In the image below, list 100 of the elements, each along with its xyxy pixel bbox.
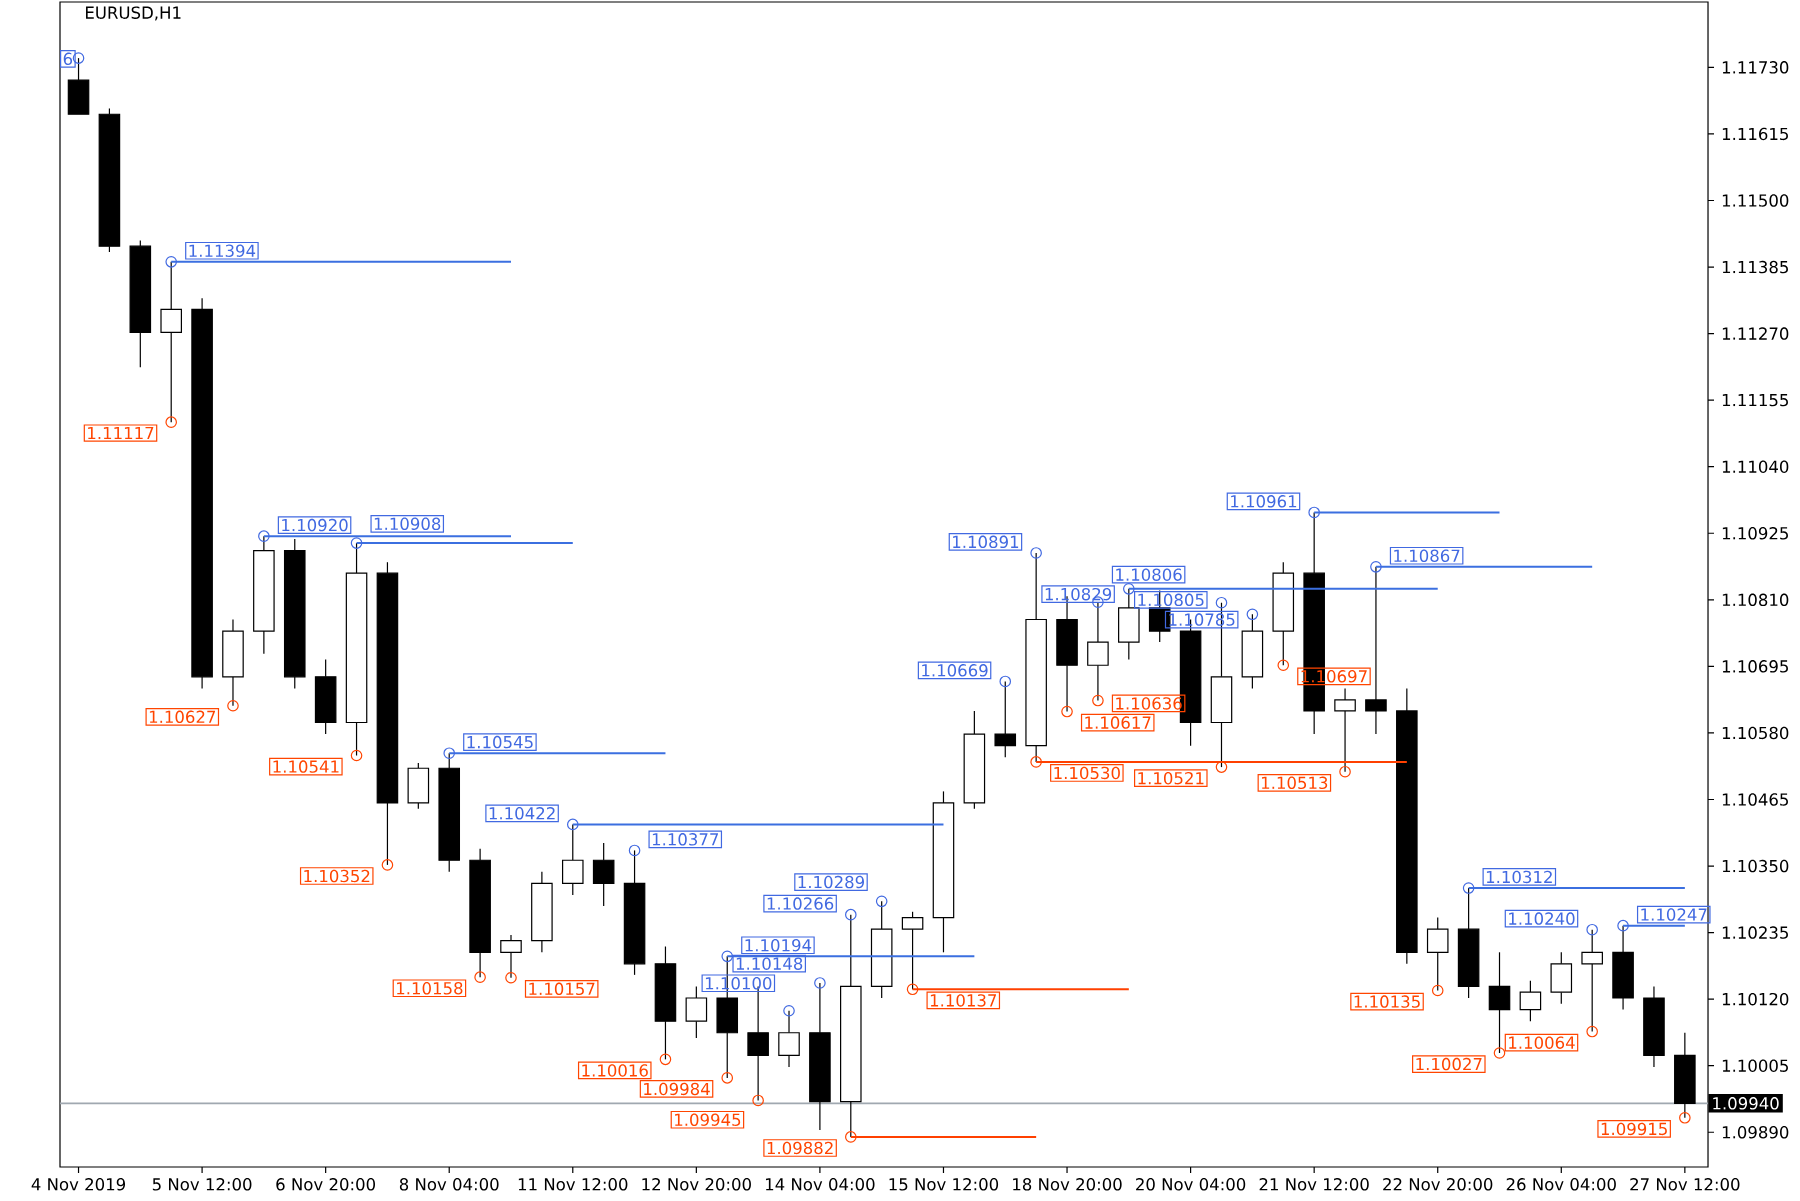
point: [721, 1072, 734, 1084]
point: [1431, 984, 1444, 997]
data-label: 1.10891: [953, 535, 1019, 549]
data-label: 1.10806: [1116, 568, 1182, 581]
y-tick-label: 1.11155: [1722, 394, 1788, 407]
data-label: 1.10289: [798, 875, 864, 889]
data-label: 1.10521: [1138, 771, 1204, 785]
y-tick-label: 1.11500: [1722, 194, 1789, 207]
y-tick-label: 1.10465: [1722, 793, 1788, 806]
point: [350, 537, 363, 549]
data-label: 1.09915: [1601, 1122, 1667, 1136]
data-label: 1.10157: [529, 982, 595, 996]
data-label: 1.10530: [1054, 766, 1120, 780]
point: [1215, 596, 1228, 609]
x-tick-label: 12 Nov 20:00: [642, 1178, 751, 1191]
point: [165, 256, 178, 268]
y-tick-label: 1.10810: [1722, 593, 1789, 607]
data-label: 1.10027: [1416, 1057, 1482, 1071]
data-label: 1.10158: [397, 982, 463, 995]
point: [1030, 756, 1042, 768]
data-label: 1.10148: [736, 957, 803, 970]
point: [1092, 694, 1104, 707]
y-tick-label: 1.10005: [1722, 1059, 1788, 1072]
point: [1277, 659, 1290, 672]
point: [783, 1004, 795, 1017]
y-tick-label: 1.10695: [1722, 660, 1788, 673]
point: [1308, 506, 1320, 519]
y-tick-label: 1.10350: [1722, 859, 1789, 873]
y-tick-label: 1.09890: [1722, 1126, 1789, 1139]
x-tick-label: 22 Nov 20:00: [1383, 1178, 1493, 1191]
data-label: 1.10617: [1085, 716, 1151, 729]
point: [505, 971, 517, 984]
point: [845, 908, 857, 921]
y-tick-label: 1.10580: [1722, 726, 1789, 740]
x-tick-label: 4 Nov 2019: [31, 1178, 126, 1191]
point: [258, 530, 270, 542]
data-label: 1.10247: [1641, 908, 1707, 921]
data-label: 1.10352: [304, 869, 370, 883]
data-label: 1.10541: [273, 760, 339, 773]
data-label: 1.10545: [467, 735, 533, 749]
data-label: 1.09882: [767, 1141, 833, 1155]
data-label: 1.11394: [189, 244, 256, 257]
point: [628, 844, 641, 857]
x-tick-label: 11 Nov 12:00: [518, 1178, 628, 1191]
y-tick-label: 1.10120: [1722, 992, 1789, 1006]
x-tick-label: 21 Nov 12:00: [1259, 1178, 1369, 1191]
x-tick-label: 8 Nov 04:00: [399, 1178, 499, 1191]
y-tick-label: 1.10925: [1722, 527, 1788, 540]
x-tick-label: 15 Nov 12:00: [889, 1178, 999, 1191]
candlestick: [1643, 985, 1665, 1068]
point: [1123, 583, 1135, 595]
point: [381, 859, 394, 871]
x-tick-label: 27 Nov 12:00: [1630, 1178, 1740, 1191]
ref-line-label: 1.09940: [1713, 1097, 1779, 1110]
data-label: 1.10266: [767, 897, 834, 910]
chart-title: EURUSD,H1: [86, 6, 181, 21]
point: [72, 52, 85, 64]
point: [814, 977, 826, 989]
data-label: 1.10669: [922, 664, 988, 677]
point: [1586, 1025, 1598, 1038]
point: [721, 950, 734, 963]
x-tick-label: 5 Nov 12:00: [152, 1178, 252, 1191]
x-tick-label: 26 Nov 04:00: [1506, 1178, 1616, 1191]
data-label: 1.10422: [489, 807, 555, 820]
data-label: 1.10135: [1354, 995, 1420, 1008]
point: [1339, 765, 1351, 778]
point: [1370, 561, 1382, 573]
point: [659, 1053, 672, 1066]
data-label: 1.10627: [149, 710, 216, 724]
data-label: 1.10867: [1394, 549, 1460, 562]
point: [906, 983, 919, 996]
point: [752, 1094, 764, 1107]
y-tick-label: 1.11040: [1722, 460, 1789, 473]
y-tick-label: 1.10235: [1722, 926, 1788, 939]
point: [165, 416, 178, 428]
data-label: 1.10513: [1261, 776, 1328, 790]
y-tick-label: 1.11615: [1722, 127, 1788, 141]
point: [474, 971, 486, 983]
data-label: 1.09984: [644, 1082, 710, 1096]
data-label: 1.10829: [1045, 587, 1112, 601]
point: [350, 749, 363, 762]
x-tick-label: 18 Nov 20:00: [1013, 1178, 1122, 1191]
data-label: 1.10137: [930, 994, 997, 1007]
data-label: 1.10312: [1486, 870, 1552, 884]
point: [1617, 919, 1629, 932]
data-label: 1.10377: [652, 833, 719, 846]
point: [1586, 923, 1598, 936]
data-label: 1.10064: [1509, 1036, 1575, 1049]
point: [999, 675, 1012, 688]
point: [566, 818, 579, 831]
x-tick-label: 14 Nov 04:00: [765, 1178, 875, 1191]
point: [1246, 608, 1259, 621]
y-tick-label: 1.11385: [1722, 260, 1788, 274]
point: [1679, 1112, 1691, 1124]
candlestick: [531, 871, 553, 953]
data-label: 1.11117: [88, 426, 154, 440]
point: [1462, 882, 1475, 894]
y-tick-label: 1.11730: [1722, 61, 1789, 74]
y-tick-label: 1.11270: [1722, 327, 1789, 340]
point: [1030, 547, 1042, 559]
